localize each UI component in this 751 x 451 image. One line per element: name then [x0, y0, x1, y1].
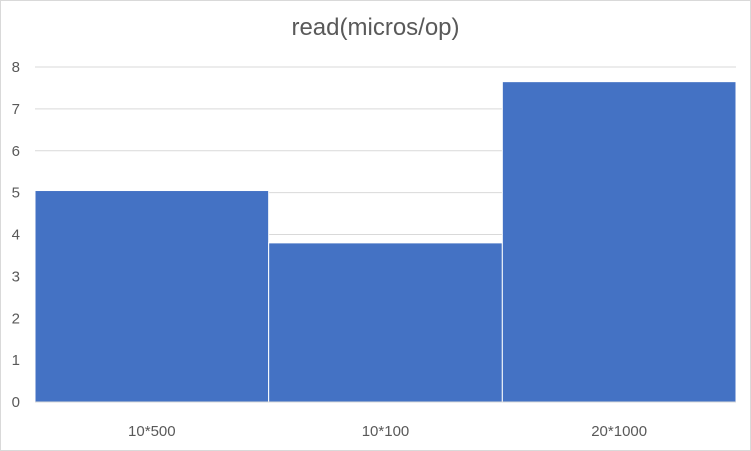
y-tick-label-3: 3	[12, 268, 20, 285]
y-tick-label-4: 4	[12, 227, 20, 244]
y-tick-label-6: 6	[12, 143, 20, 160]
x-tick-label-10*500: 10*500	[128, 423, 176, 440]
bar-10*100	[268, 242, 503, 403]
chart-title: read(micros/op)	[291, 14, 460, 41]
y-tick-label-5: 5	[12, 185, 20, 202]
x-tick-label-20*1000: 20*1000	[591, 423, 647, 440]
bar-10*500	[34, 190, 270, 403]
bar-20*1000	[501, 81, 737, 403]
x-tick-label-10*100: 10*100	[362, 423, 410, 440]
y-tick-label-2: 2	[12, 310, 20, 327]
y-tick-label-8: 8	[12, 59, 20, 76]
y-tick-label-7: 7	[12, 101, 20, 118]
y-tick-label-0: 0	[12, 394, 20, 411]
y-tick-label-1: 1	[12, 352, 20, 369]
